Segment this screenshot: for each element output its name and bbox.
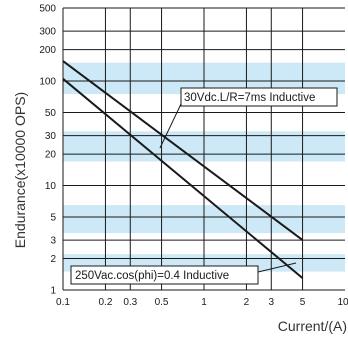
grid [62,7,345,291]
x-tick-label: 0.3 [123,297,137,308]
annotation-250vac: 250Vac.cos(phi)=0.4 Inductive [70,262,297,285]
y-tick-label: 30 [45,131,57,142]
annotation-30vdc-label: 30Vdc.L/R=7ms Inductive [184,92,315,104]
x-tick-labels: 0.1 0.2 0.3 0.5 1 2 3 5 10 [56,297,348,308]
y-tick-label: 100 [39,77,56,88]
y-tick-label: 2 [50,254,56,265]
annotation-30vdc-box [180,87,338,107]
y-tick-label: 300 [39,27,56,38]
x-axis-label: Current/(A) [278,318,347,334]
series-line-2 [62,78,304,279]
annotation-250vac-box [70,265,259,285]
annotation-250vac-leader [257,262,297,273]
y-axis-label: Endurance(x10000 OPS) [12,92,28,248]
annotation-250vac-label: 250Vac.cos(phi)=0.4 Inductive [75,270,229,282]
x-tick-label: 5 [300,297,306,308]
y-tick-label: 20 [45,150,57,161]
x-tick-label: 0.2 [98,297,112,308]
y-tick-label: 50 [45,108,57,119]
annotation-30vdc: 30Vdc.L/R=7ms Inductive [159,87,338,149]
x-tick-label: 0.1 [56,297,70,308]
y-tick-labels: 1 2 3 5 10 20 30 50 100 200 300 500 [39,4,56,297]
y-tick-label: 3 [50,236,56,247]
series-line-1 [62,60,304,241]
y-tick-label: 1 [50,286,56,297]
y-tick-label: 10 [45,181,57,192]
y-tick-label: 5 [50,212,56,223]
annotation-30vdc-leader [159,103,182,149]
x-tick-label: 0.5 [155,297,169,308]
x-tick-label: 10 [337,297,348,308]
y-tick-label: 200 [39,45,56,56]
x-tick-label: 3 [268,297,274,308]
x-tick-label: 1 [201,297,207,308]
x-tick-label: 2 [244,297,250,308]
series-lines [62,60,304,279]
y-tick-label: 500 [39,4,56,15]
